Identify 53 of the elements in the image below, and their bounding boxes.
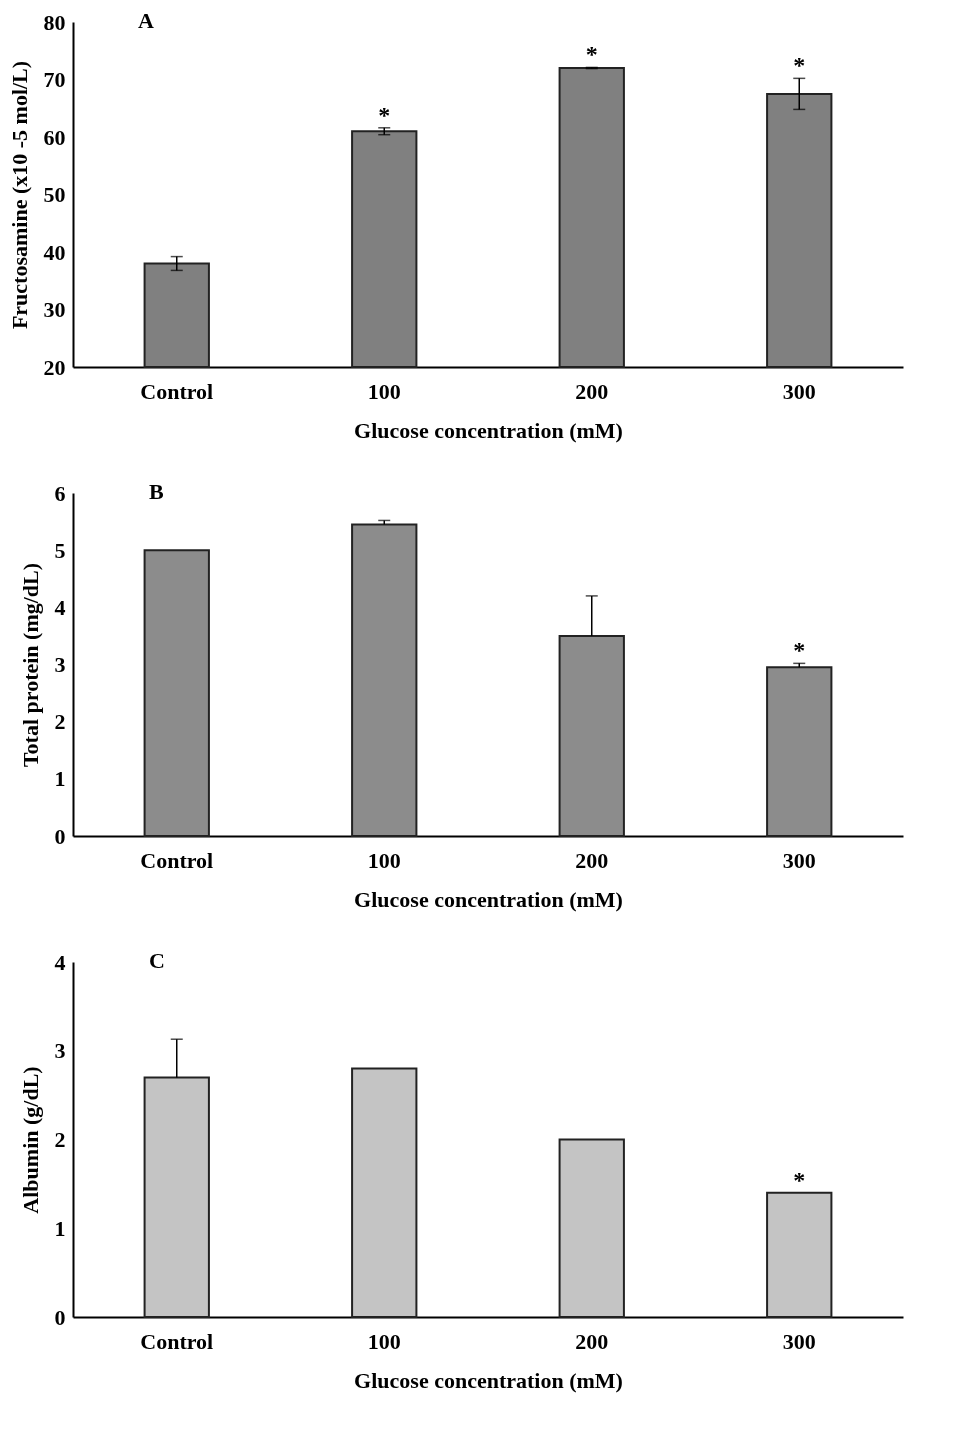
bar [143, 549, 210, 837]
bar [558, 634, 625, 837]
y-tick-label: 2 [54, 709, 66, 735]
bar [351, 1067, 418, 1318]
y-tick-label: 0 [54, 823, 66, 849]
chart-title: B [149, 479, 164, 504]
x-tick-label: 300 [782, 1328, 816, 1354]
y-tick-label: 50 [43, 182, 66, 207]
y-tick-label: 5 [54, 537, 66, 563]
y-tick-label: 20 [43, 354, 66, 380]
y-axis-title: Fructosamine (x10 -5 mol/L) [6, 60, 32, 330]
x-tick-label: 100 [367, 847, 401, 873]
annotation: * [585, 41, 598, 68]
annotation: * [793, 52, 806, 79]
x-tick-label: Control [140, 847, 214, 873]
x-tick-label: 100 [367, 1328, 401, 1354]
x-axis-title: Glucose concentration (mM) [354, 1367, 623, 1393]
y-tick-label: 4 [54, 594, 66, 620]
y-tick-label: 80 [43, 9, 66, 35]
x-tick-label: Control [140, 1328, 214, 1354]
chart-title: C [149, 948, 165, 973]
x-tick-label: 200 [575, 378, 609, 404]
x-tick-label: 300 [782, 378, 816, 404]
bar [766, 1191, 833, 1318]
y-tick-label: 0 [54, 1304, 66, 1330]
x-tick-label: Control [140, 378, 214, 404]
y-tick-label: 6 [54, 480, 66, 506]
y-tick-label: 1 [54, 1215, 66, 1241]
y-tick-label: 40 [43, 239, 66, 265]
x-tick-label: 200 [575, 847, 609, 873]
y-axis-title: Albumin (g/dL) [17, 1066, 43, 1214]
y-tick-label: 2 [54, 1127, 66, 1152]
y-tick-label: 4 [54, 949, 66, 975]
y-tick-label: 3 [54, 1038, 66, 1064]
y-tick-label: 3 [54, 652, 66, 677]
y-tick-label: 70 [43, 67, 66, 92]
bar [143, 1076, 210, 1318]
annotation: * [793, 637, 806, 664]
y-tick-label: 1 [54, 766, 66, 792]
y-tick-label: 60 [43, 124, 66, 150]
bar [766, 666, 833, 837]
annotation: * [793, 1166, 806, 1193]
annotation: * [378, 101, 391, 128]
chart-title: A [138, 8, 154, 33]
y-tick-label: 30 [43, 297, 66, 322]
x-tick-label: 100 [367, 378, 401, 404]
bar [558, 1138, 625, 1318]
bar [351, 523, 418, 837]
x-tick-label: 200 [575, 1328, 609, 1354]
y-axis-title: Total protein (mg/dL) [17, 562, 43, 768]
x-axis-title: Glucose concentration (mM) [354, 886, 623, 912]
x-axis-title: Glucose concentration (mM) [354, 417, 623, 443]
x-tick-label: 300 [782, 847, 816, 873]
